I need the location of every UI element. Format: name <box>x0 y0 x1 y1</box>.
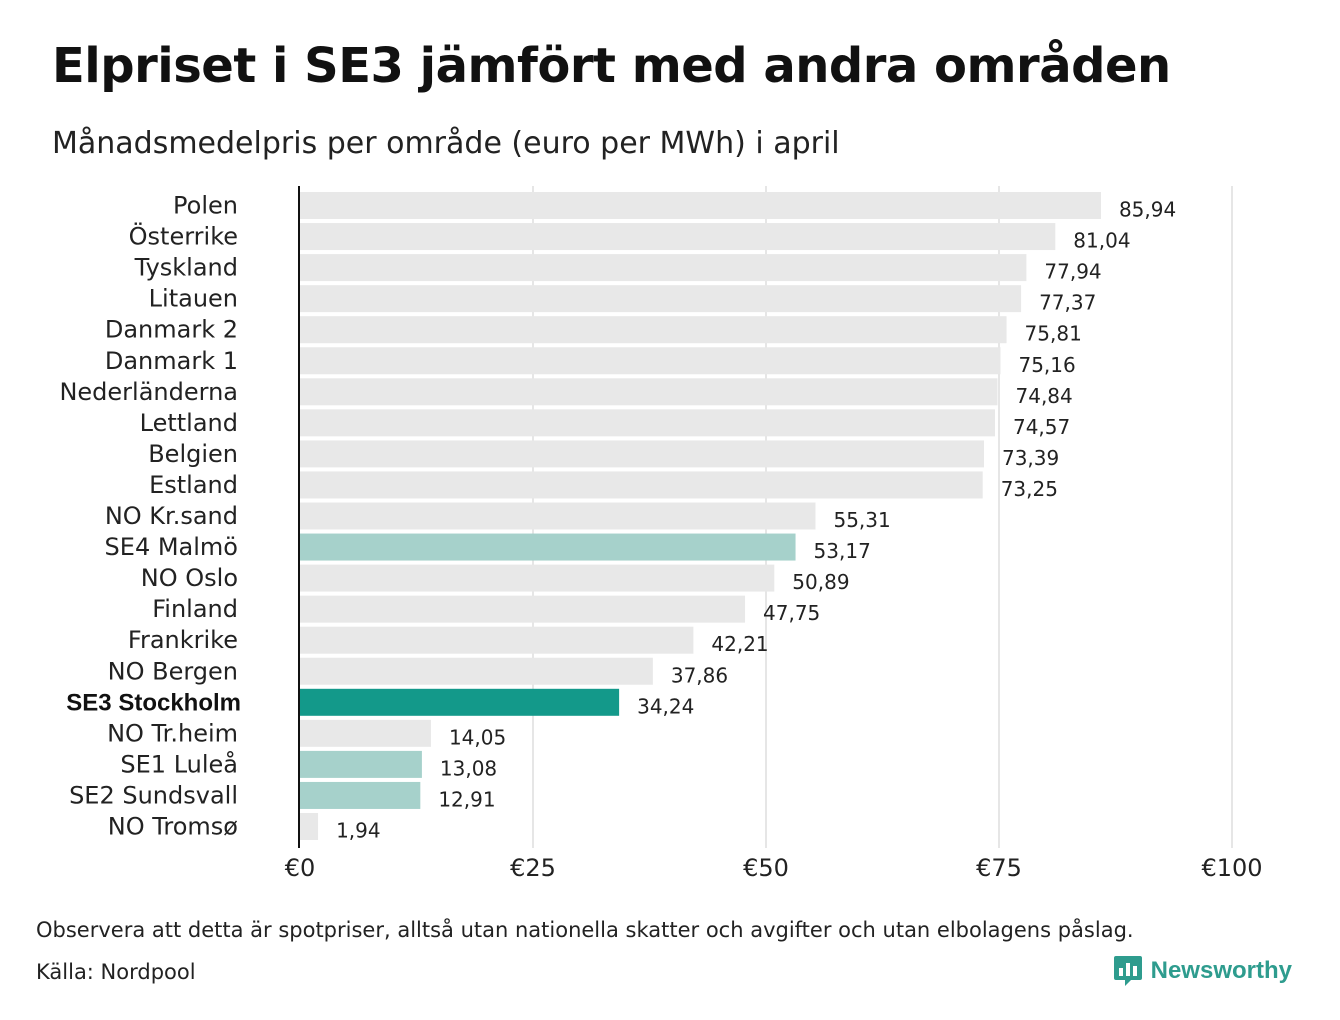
bar <box>300 316 1007 344</box>
value-label: 81,04 <box>1073 229 1130 253</box>
value-label: 77,94 <box>1044 260 1101 284</box>
bar <box>300 750 422 778</box>
source-text: Källa: Nordpool <box>36 960 196 984</box>
category-label: Polen <box>173 192 238 220</box>
brand-logo: Newsworthy <box>1113 954 1292 988</box>
category-label: NO Tr.heim <box>107 719 238 747</box>
value-label: 34,24 <box>637 694 694 718</box>
category-label: SE3 Stockholm <box>66 689 241 716</box>
bar <box>300 254 1027 282</box>
value-label: 47,75 <box>763 601 820 625</box>
category-label: NO Oslo <box>141 564 238 592</box>
bar <box>300 440 984 468</box>
category-label: Tyskland <box>134 254 238 282</box>
bar <box>300 285 1022 313</box>
x-tick-label: €50 <box>743 854 789 882</box>
bar <box>300 192 1101 219</box>
bar <box>300 347 1001 375</box>
bar <box>300 533 796 561</box>
category-label: Danmark 1 <box>105 347 238 375</box>
category-label: NO Bergen <box>108 657 238 685</box>
category-label: NO Kr.sand <box>105 502 238 530</box>
bar <box>300 781 421 809</box>
value-label: 53,17 <box>814 539 871 563</box>
value-label: 85,94 <box>1119 198 1176 222</box>
brand-name: Newsworthy <box>1150 957 1292 984</box>
bar-chart-logo-icon <box>1113 956 1142 986</box>
x-tick-label: €100 <box>1201 854 1262 882</box>
bar <box>300 688 620 716</box>
bar <box>300 223 1056 251</box>
value-label: 55,31 <box>833 508 890 532</box>
category-label: Finland <box>152 595 238 623</box>
value-label: 73,39 <box>1002 446 1059 470</box>
category-label: Österrike <box>129 222 238 251</box>
bar <box>300 564 775 592</box>
chart-subtitle: Månadsmedelpris per område (euro per MWh… <box>52 126 840 161</box>
chart-title: Elpriset i SE3 jämfört med andra områden <box>52 38 1171 94</box>
category-label: Danmark 2 <box>105 316 238 344</box>
category-label: Lettland <box>140 409 238 437</box>
bar <box>300 409 995 437</box>
value-label: 13,08 <box>440 756 497 780</box>
bar <box>300 378 998 406</box>
x-tick-labels: €0 €25 €50 €75 €100 <box>285 854 1263 882</box>
value-label: 14,05 <box>449 725 506 749</box>
x-tick-label: €75 <box>976 854 1022 882</box>
value-label: 75,16 <box>1018 353 1075 377</box>
footnote: Observera att detta är spotpriser, allts… <box>36 918 1134 942</box>
category-label: Belgien <box>148 440 238 468</box>
category-label: Estland <box>149 471 238 499</box>
value-label: 74,57 <box>1013 415 1070 439</box>
value-label: 50,89 <box>792 570 849 594</box>
x-tick-label: €25 <box>510 854 556 882</box>
value-label: 42,21 <box>711 632 768 656</box>
value-label: 12,91 <box>438 787 495 811</box>
bar <box>300 471 983 499</box>
bar <box>300 657 653 685</box>
bar <box>300 813 319 840</box>
value-label: 1,94 <box>336 819 381 843</box>
category-label: Nederländerna <box>59 378 238 406</box>
value-label: 37,86 <box>671 663 728 687</box>
category-label: SE4 Malmö <box>105 533 238 561</box>
bar <box>300 502 816 530</box>
category-label: Frankrike <box>128 626 238 654</box>
bar <box>300 595 746 623</box>
bars <box>300 192 1101 840</box>
category-label: NO Tromsø <box>108 813 238 841</box>
category-label: SE1 Luleå <box>120 749 238 778</box>
bar <box>300 719 431 747</box>
value-label: 73,25 <box>1001 477 1058 501</box>
bar <box>300 626 694 654</box>
category-label: Litauen <box>149 285 238 313</box>
x-tick-label: €0 <box>285 854 316 882</box>
value-labels: 85,94 81,04 77,94 77,37 75,81 75,16 74,84 74,57… <box>336 198 1176 843</box>
value-label: 75,81 <box>1025 322 1082 346</box>
category-label: SE2 Sundsvall <box>69 781 238 809</box>
value-label: 74,84 <box>1016 384 1073 408</box>
value-label: 77,37 <box>1039 291 1096 315</box>
